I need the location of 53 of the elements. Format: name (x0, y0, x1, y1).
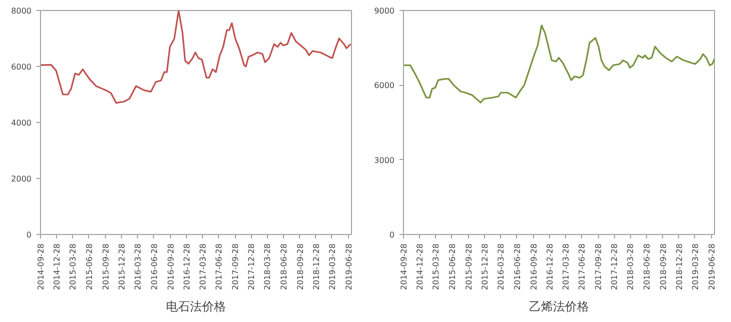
x-tick-label: 2017-06-28 (578, 243, 587, 290)
x-tick-label: 2019-03-28 (328, 243, 337, 290)
x-tick-label: 2018-09-28 (296, 243, 305, 290)
x-tick-label: 2014-12-28 (416, 243, 425, 290)
x-tick-label: 2018-09-28 (658, 243, 668, 290)
x-tick-label: 2019-03-28 (690, 243, 700, 290)
x-tick-label: 2018-03-28 (626, 243, 636, 290)
x-tick-label: 2019-06-28 (707, 243, 716, 290)
text: 电石法价格 (166, 300, 226, 314)
x-tick-label: 2015-06-28 (448, 243, 457, 290)
x-tick-label: 2016-09-28 (166, 243, 176, 290)
x-tick-label: 2015-12-28 (480, 243, 490, 290)
x-tick-label: 2019-06-28 (344, 243, 354, 290)
x-tick-label: 2018-12-28 (675, 243, 684, 290)
text: 乙烯法价格 (529, 300, 589, 314)
x-tick-label: 2017-09-28 (231, 243, 240, 290)
line-series (40, 10, 352, 104)
x-tick-label: 2018-03-28 (263, 243, 272, 290)
y-tick-label: 3000 (374, 156, 394, 165)
y-tick-label: 8000 (11, 6, 32, 16)
x-tick-label: 2018-06-28 (642, 243, 652, 290)
x-tick-label: 2017-03-28 (561, 243, 570, 290)
x-tick-label: 2016-03-28 (134, 243, 143, 290)
x-tick-label: 2017-06-28 (214, 243, 224, 290)
y-tick-label: 2000 (11, 174, 32, 184)
line-series (404, 24, 714, 104)
x-tick-label: 2018-12-28 (312, 243, 321, 290)
x-tick-label: 2015-03-28 (432, 243, 441, 290)
y-tick-label: 0 (389, 230, 395, 240)
x-tick-label: 2016-12-28 (545, 243, 554, 290)
x-tick-label: 2015-06-28 (84, 243, 94, 290)
x-tick-label: 2016-03-28 (496, 243, 506, 290)
y-tick-label: 9000 (374, 6, 394, 16)
x-tick-label: 2015-12-28 (117, 243, 126, 290)
x-tick-label: 2016-09-28 (529, 243, 538, 290)
x-tick-label: 2015-09-28 (464, 243, 474, 290)
x-tick-label: 2017-12-28 (247, 243, 256, 290)
x-tick-label: 2015-09-28 (101, 243, 110, 290)
x-tick-label: 2016-06-28 (150, 243, 159, 290)
y-tick-label: 4000 (11, 118, 32, 128)
y-tick-label: 6000 (11, 62, 32, 72)
x-tick-label: 2017-03-28 (198, 243, 208, 290)
x-tick-label: 2014-12-28 (52, 243, 62, 290)
x-tick-label: 2017-12-28 (610, 243, 620, 290)
x-tick-label: 2017-09-28 (594, 243, 604, 290)
x-tick-label: 2014-09-28 (36, 243, 46, 290)
x-tick-label: 2015-03-28 (68, 243, 78, 290)
x-tick-label: 2018-06-28 (280, 243, 289, 290)
x-tick-label: 2016-12-28 (182, 243, 192, 290)
y-tick-label: 0 (26, 230, 32, 240)
x-tick-label: 2014-09-28 (400, 243, 408, 290)
y-tick-label: 6000 (374, 81, 394, 90)
x-tick-label: 2016-06-28 (512, 243, 522, 290)
